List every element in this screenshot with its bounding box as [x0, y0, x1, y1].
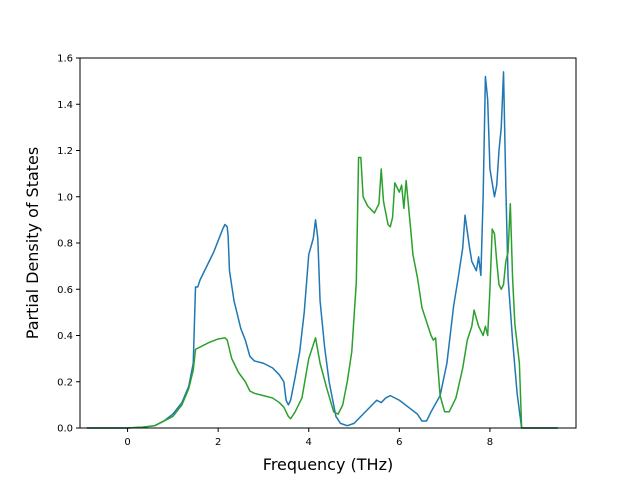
x-axis-label: Frequency (THz) [263, 455, 393, 474]
y-tick-label: 0.0 [57, 424, 73, 435]
x-axis: 0 2 4 6 8 [124, 428, 493, 448]
x-tick-label: 2 [215, 437, 221, 448]
y-tick-label: 1.6 [57, 54, 73, 65]
y-tick-label: 0.8 [57, 239, 73, 250]
y-axis-label: Partial Density of States [23, 147, 42, 339]
series-line-1 [86, 71, 558, 429]
y-tick-label: 0.2 [57, 377, 73, 388]
y-tick-label: 0.4 [57, 331, 73, 342]
series-line-2 [86, 156, 558, 429]
y-tick-label: 1.0 [57, 192, 73, 203]
y-tick-label: 0.6 [57, 285, 73, 296]
x-tick-label: 4 [306, 437, 312, 448]
y-tick-label: 1.4 [57, 100, 73, 111]
y-axis: 0.0 0.2 0.4 0.6 0.8 1.0 1.2 1.4 1.6 [57, 54, 80, 435]
x-tick-label: 0 [124, 437, 130, 448]
x-tick-label: 8 [487, 437, 493, 448]
y-tick-label: 1.2 [57, 146, 73, 157]
x-tick-label: 6 [396, 437, 402, 448]
series-layer [86, 71, 558, 429]
